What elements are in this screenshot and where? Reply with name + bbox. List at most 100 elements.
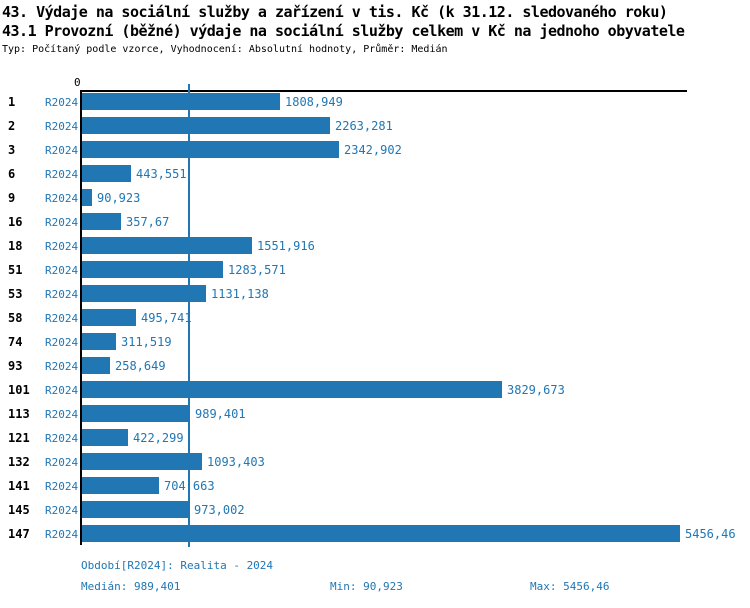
bar-value-label: 1808,949 xyxy=(285,95,343,109)
bar xyxy=(82,261,223,278)
row-number-label: 3 xyxy=(8,143,16,157)
row-series-label: R2024 xyxy=(45,96,79,109)
bar-chart: 0 1 R2024 1808,949 2 R2024 2263,281 3 R2024 2342… xyxy=(0,76,750,553)
row-number-label: 101 xyxy=(8,383,30,397)
bar xyxy=(82,525,680,542)
row-series-label: R2024 xyxy=(45,144,79,157)
row-number-label: 58 xyxy=(8,311,23,325)
row-series-label: R2024 xyxy=(45,432,79,445)
row-series-label: R2024 xyxy=(45,504,79,517)
row-number-label: 18 xyxy=(8,239,23,253)
row-number-label: 2 xyxy=(8,119,16,133)
x-axis-zero-tick-label: 0 xyxy=(74,76,81,89)
median-stat-label: Medián: 989,401 xyxy=(81,580,181,593)
bar-value-label: 422,299 xyxy=(133,431,184,445)
bar-row: 145 R2024 973,002 xyxy=(0,501,750,525)
report-meta-line: Typ: Počítaný podle vzorce, Vyhodnocení:… xyxy=(2,44,448,55)
bar-value-label: 1093,403 xyxy=(207,455,265,469)
bar-row: 132 R2024 1093,403 xyxy=(0,453,750,477)
row-number-label: 93 xyxy=(8,359,23,373)
max-stat-label: Max: 5456,46 xyxy=(530,580,610,593)
row-number-label: 147 xyxy=(8,527,30,541)
bar-value-label: 2342,902 xyxy=(344,143,402,157)
row-number-label: 9 xyxy=(8,191,16,205)
bar-row: 18 R2024 1551,916 xyxy=(0,237,750,261)
bar-row: 58 R2024 495,741 xyxy=(0,309,750,333)
bar-value-label: 2263,281 xyxy=(335,119,393,133)
row-series-label: R2024 xyxy=(45,360,79,373)
bar xyxy=(82,357,110,374)
row-series-label: R2024 xyxy=(45,456,79,469)
bar-row: 121 R2024 422,299 xyxy=(0,429,750,453)
bar-row: 16 R2024 357,67 xyxy=(0,213,750,237)
bar-value-label: 1283,571 xyxy=(228,263,286,277)
bar-row: 2 R2024 2263,281 xyxy=(0,117,750,141)
bar-row: 3 R2024 2342,902 xyxy=(0,141,750,165)
period-label: Období[R2024]: Realita - 2024 xyxy=(81,559,274,572)
row-number-label: 1 xyxy=(8,95,16,109)
bar-value-label: 989,401 xyxy=(195,407,246,421)
row-series-label: R2024 xyxy=(45,120,79,133)
row-series-label: R2024 xyxy=(45,264,79,277)
bar-row: 113 R2024 989,401 xyxy=(0,405,750,429)
bar-row: 74 R2024 311,519 xyxy=(0,333,750,357)
bar-row: 9 R2024 90,923 xyxy=(0,189,750,213)
bar xyxy=(82,381,502,398)
row-series-label: R2024 xyxy=(45,240,79,253)
min-stat-label: Min: 90,923 xyxy=(330,580,403,593)
report-subtitle: 43.1 Provozní (běžné) výdaje na sociální… xyxy=(2,22,685,40)
bar-value-label: 973,002 xyxy=(194,503,245,517)
bar-row: 147 R2024 5456,46 xyxy=(0,525,750,549)
bar-row: 51 R2024 1283,571 xyxy=(0,261,750,285)
bar xyxy=(82,237,252,254)
bar xyxy=(82,189,92,206)
x-axis-line xyxy=(80,90,687,92)
bar xyxy=(82,477,159,494)
row-number-label: 51 xyxy=(8,263,23,277)
bar xyxy=(82,429,128,446)
row-series-label: R2024 xyxy=(45,384,79,397)
bar xyxy=(82,213,121,230)
bar-value-label: 1131,138 xyxy=(211,287,269,301)
row-series-label: R2024 xyxy=(45,312,79,325)
row-series-label: R2024 xyxy=(45,192,79,205)
bar-row: 101 R2024 3829,673 xyxy=(0,381,750,405)
bar xyxy=(82,165,131,182)
row-number-label: 74 xyxy=(8,335,23,349)
row-number-label: 6 xyxy=(8,167,16,181)
bar-value-label: 90,923 xyxy=(97,191,141,205)
bar-value-label: 357,67 xyxy=(126,215,170,229)
bar-row: 6 R2024 443,551 xyxy=(0,165,750,189)
bar-value-label: 3829,673 xyxy=(507,383,565,397)
bar xyxy=(82,405,190,422)
row-series-label: R2024 xyxy=(45,408,79,421)
report-title: 43. Výdaje na sociální služby a zařízení… xyxy=(2,3,668,21)
row-series-label: R2024 xyxy=(45,216,79,229)
bar xyxy=(82,141,339,158)
bar-value-label: 495,741 xyxy=(141,311,192,325)
bar xyxy=(82,453,202,470)
bar xyxy=(82,285,206,302)
bar xyxy=(82,333,116,350)
row-number-label: 141 xyxy=(8,479,30,493)
bar-value-label: 1551,916 xyxy=(257,239,315,253)
bar xyxy=(82,501,189,518)
bar-row: 1 R2024 1808,949 xyxy=(0,93,750,117)
y-axis-line xyxy=(80,90,82,545)
bar xyxy=(82,117,330,134)
bar-value-label: 258,649 xyxy=(115,359,166,373)
row-series-label: R2024 xyxy=(45,528,79,541)
row-number-label: 121 xyxy=(8,431,30,445)
row-number-label: 53 xyxy=(8,287,23,301)
row-series-label: R2024 xyxy=(45,288,79,301)
row-number-label: 113 xyxy=(8,407,30,421)
row-series-label: R2024 xyxy=(45,480,79,493)
bar-value-label: 704,663 xyxy=(164,479,215,493)
bar xyxy=(82,309,136,326)
bar-row: 93 R2024 258,649 xyxy=(0,357,750,381)
bar-row: 141 R2024 704,663 xyxy=(0,477,750,501)
row-number-label: 145 xyxy=(8,503,30,517)
bar xyxy=(82,93,280,110)
row-series-label: R2024 xyxy=(45,168,79,181)
